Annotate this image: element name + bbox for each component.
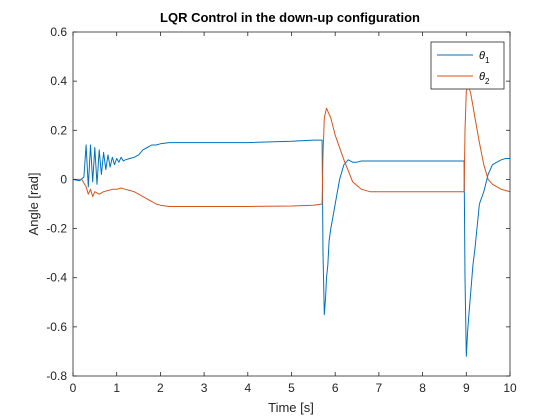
y-tick-label-4: 0: [60, 172, 67, 186]
y-tick-label-6: 0.4: [50, 74, 67, 88]
x-tick-label-4: 4: [244, 381, 251, 395]
x-axis-label: Time [s]: [268, 400, 314, 415]
legend-label-theta2-sub: 2: [485, 77, 490, 86]
legend-label-theta1: θ1: [479, 50, 490, 65]
x-tick-label-9: 9: [463, 381, 470, 395]
x-tick-label-5: 5: [288, 381, 295, 395]
x-tick-label-6: 6: [332, 381, 339, 395]
y-tick-label-5: 0.2: [50, 123, 67, 137]
x-tick-label-0: 0: [70, 381, 77, 395]
y-tick-label-0: -0.8: [46, 369, 67, 383]
x-tick-label-7: 7: [376, 381, 383, 395]
chart-title: LQR Control in the down-up configuration: [160, 10, 420, 25]
y-axis-ticks: -0.8 -0.6 -0.4 -0.2 0 0.2 0.4 0.6: [46, 25, 510, 383]
x-axis-ticks: 0 1 2 3 4 5 6 7 8 9 10: [70, 32, 517, 395]
x-tick-label-1: 1: [113, 381, 120, 395]
y-tick-label-1: -0.6: [46, 320, 67, 334]
y-axis-label: Angle [rad]: [26, 173, 41, 236]
legend-label-theta1-base: θ: [479, 50, 485, 62]
x-tick-label-3: 3: [201, 381, 208, 395]
x-tick-label-10: 10: [503, 381, 517, 395]
series-line-theta2: [73, 85, 511, 207]
legend-label-theta1-sub: 1: [485, 56, 490, 65]
legend: θ1 θ2: [430, 41, 505, 90]
series-line-theta1: [72, 139, 510, 357]
x-tick-label-8: 8: [419, 381, 426, 395]
legend-label-theta2: θ2: [479, 71, 490, 86]
y-tick-label-7: 0.6: [50, 25, 67, 39]
series-layer: [72, 85, 511, 357]
legend-label-theta2-base: θ: [479, 71, 485, 83]
y-tick-label-3: -0.2: [46, 222, 67, 236]
legend-box: [430, 41, 505, 90]
x-tick-label-2: 2: [157, 381, 164, 395]
y-tick-label-2: -0.4: [46, 271, 67, 285]
